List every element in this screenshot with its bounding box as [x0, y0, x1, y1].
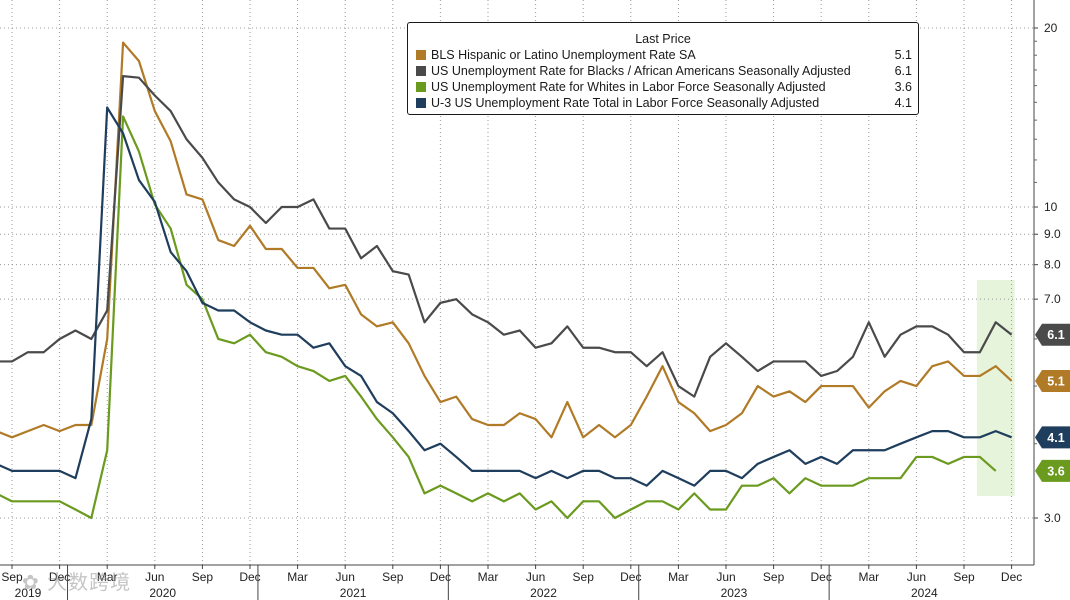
legend-value-hispanic: 5.1	[894, 48, 912, 62]
y-tick-label: 7.0	[1044, 292, 1061, 306]
x-year-label: 2020	[149, 586, 176, 600]
legend-label-hispanic: BLS Hispanic or Latino Unemployment Rate…	[431, 48, 696, 62]
watermark: ✿ 大数跨境	[22, 570, 132, 594]
y-tick-label: 10	[1044, 200, 1058, 214]
x-tick-label: Dec	[49, 570, 70, 584]
series-line-hispanic	[0, 41, 1013, 439]
x-year-label: 2019	[15, 586, 42, 600]
x-tick-label: Dec	[1001, 570, 1022, 584]
series-line-black	[0, 75, 1013, 398]
x-tick-label: Dec	[239, 570, 260, 584]
x-tick-label: Dec	[620, 570, 641, 584]
legend-label-white: US Unemployment Rate for Whites in Labor…	[431, 80, 826, 94]
x-tick-label: Sep	[573, 570, 595, 584]
x-tick-label: Jun	[145, 570, 164, 584]
x-tick-label: Sep	[382, 570, 404, 584]
x-tick-label: Mar	[858, 570, 879, 584]
last-value-badge-white	[1035, 459, 1070, 482]
x-tick-label: Jun	[526, 570, 545, 584]
legend-item-black: US Unemployment Rate for Blacks / Africa…	[408, 63, 918, 79]
x-tick-label: Dec	[430, 570, 451, 584]
y-tick-label: 3.0	[1044, 511, 1061, 525]
x-tick-label: Mar	[97, 570, 118, 584]
series-line-total	[0, 106, 1013, 487]
last-value-label-total: 4.1	[1047, 431, 1064, 445]
legend-value-black: 6.1	[894, 64, 912, 78]
x-year-label: 2023	[721, 586, 748, 600]
x-tick-label: Jun	[716, 570, 735, 584]
y-tick-label: 20	[1044, 21, 1058, 35]
x-tick-label: Sep	[953, 570, 975, 584]
legend-value-white: 3.6	[894, 80, 912, 94]
legend-label-total: U-3 US Unemployment Rate Total in Labor …	[431, 96, 820, 110]
series-line-white	[0, 115, 997, 520]
x-tick-label: Sep	[763, 570, 785, 584]
recent-highlight-band	[976, 280, 1015, 496]
legend-swatch-white	[416, 82, 426, 92]
legend-swatch-hispanic	[416, 50, 426, 60]
x-tick-label: Dec	[811, 570, 832, 584]
legend: Last Price BLS Hispanic or Latino Unempl…	[407, 22, 919, 115]
x-tick-label: Mar	[478, 570, 499, 584]
last-value-badge-total	[1035, 426, 1070, 449]
legend-label-black: US Unemployment Rate for Blacks / Africa…	[431, 64, 851, 78]
last-value-badge-hispanic	[1035, 369, 1070, 392]
last-value-label-white: 3.6	[1047, 464, 1064, 478]
x-tick-label: Sep	[1, 570, 23, 584]
x-tick-label: Sep	[192, 570, 214, 584]
x-year-label: 2024	[911, 586, 938, 600]
legend-item-white: US Unemployment Rate for Whites in Labor…	[408, 79, 918, 95]
legend-title: Last Price	[635, 32, 691, 46]
legend-value-total: 4.1	[894, 96, 912, 110]
x-tick-label: Jun	[907, 570, 926, 584]
last-value-label-hispanic: 5.1	[1047, 374, 1064, 388]
last-value-label-black: 6.1	[1047, 328, 1064, 342]
y-tick-label: 8.0	[1044, 258, 1061, 272]
legend-item-hispanic: BLS Hispanic or Latino Unemployment Rate…	[408, 47, 918, 63]
x-tick-label: Mar	[668, 570, 689, 584]
legend-item-total: U-3 US Unemployment Rate Total in Labor …	[408, 95, 918, 111]
legend-swatch-total	[416, 98, 426, 108]
x-year-label: 2021	[340, 586, 367, 600]
y-tick-label: 9.0	[1044, 227, 1061, 241]
x-year-label: 2022	[530, 586, 557, 600]
last-value-badge-black	[1035, 323, 1070, 346]
x-tick-label: Mar	[287, 570, 308, 584]
x-tick-label: Jun	[336, 570, 355, 584]
legend-swatch-black	[416, 66, 426, 76]
